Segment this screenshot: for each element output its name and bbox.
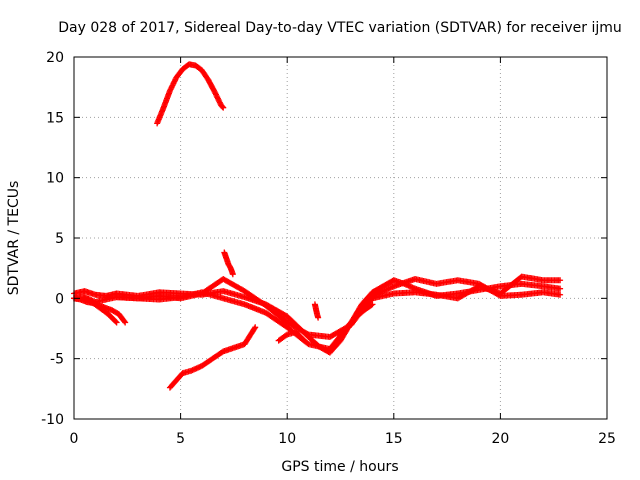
x-tick-label: 15 [385, 431, 403, 447]
plot-frame [73, 56, 608, 420]
data-point [557, 277, 564, 284]
series-segment-9h [275, 329, 308, 344]
x-tick-label: 5 [176, 431, 185, 447]
x-tick-label: 0 [70, 431, 79, 447]
data-point [113, 319, 120, 326]
y-tick-label: 20 [46, 50, 64, 66]
data-point [304, 330, 311, 337]
data-point [251, 325, 258, 332]
series-arc-low [166, 324, 259, 391]
y-axis-label: SDTVAR / TECUs [6, 181, 22, 296]
data-point [112, 318, 119, 325]
data-points [71, 61, 564, 391]
axis-ticks [73, 56, 608, 420]
y-tick-labels: -10 -5 0 5 10 15 20 [41, 50, 64, 428]
data-point [557, 291, 564, 298]
data-point [219, 103, 226, 110]
y-tick-label: 5 [55, 231, 64, 247]
data-point [122, 319, 129, 326]
data-point [368, 302, 375, 309]
data-point [301, 337, 308, 344]
data-point [121, 318, 128, 325]
series-spike-11h [311, 301, 322, 321]
y-tick-label: -10 [41, 412, 64, 428]
data-point [300, 336, 307, 343]
data-point [252, 324, 259, 331]
grid [74, 57, 607, 419]
data-point [220, 104, 227, 111]
x-tick-label: 25 [598, 431, 616, 447]
y-tick-label: 0 [55, 291, 64, 307]
series-early-drop-b [81, 295, 120, 326]
series-spike-7h [221, 249, 236, 278]
x-tick-label: 10 [278, 431, 296, 447]
series-segment-13h [343, 301, 376, 331]
y-tick-label: 10 [46, 171, 64, 187]
series-arc-high [154, 61, 227, 127]
y-tick-label: -5 [50, 352, 64, 368]
chart-title: Day 028 of 2017, Sidereal Day-to-day VTE… [58, 20, 622, 36]
x-tick-label: 20 [491, 431, 509, 447]
y-tick-label: 15 [46, 110, 64, 126]
data-point [369, 301, 376, 308]
x-axis-label: GPS time / hours [281, 459, 398, 475]
data-point [229, 271, 236, 278]
data-point [557, 285, 564, 292]
data-point [315, 314, 322, 321]
x-tick-labels: 0 5 10 15 20 25 [70, 431, 616, 447]
